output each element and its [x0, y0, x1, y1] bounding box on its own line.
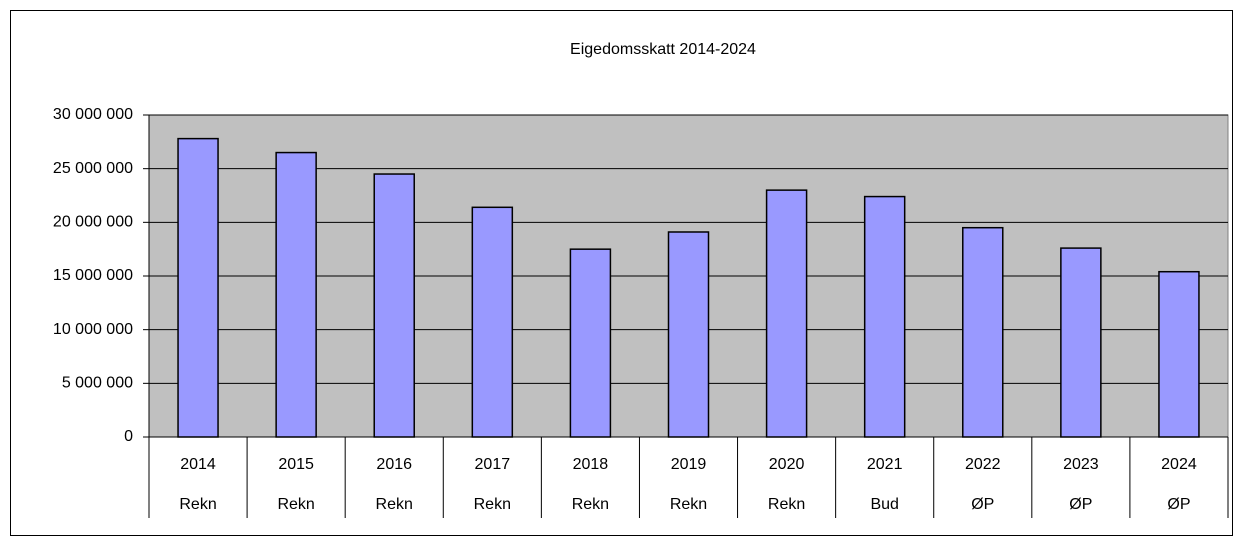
bar: [275, 151, 317, 438]
chart-title: Eigedomsskatt 2014-2024: [570, 41, 756, 58]
x-tick-label: 2019: [671, 456, 707, 473]
y-tick-label: 30 000 000: [53, 106, 133, 123]
x-tick-label: 2015: [278, 456, 314, 473]
x-tick-sublabel: Rekn: [768, 496, 805, 513]
y-tick-label: 5 000 000: [62, 375, 133, 392]
bar: [1158, 270, 1200, 438]
x-tick-sublabel: Rekn: [670, 496, 707, 513]
x-tick-label: 2017: [475, 456, 511, 473]
y-tick-label: 0: [124, 428, 133, 445]
bar: [962, 226, 1004, 438]
x-tick-sublabel: Rekn: [572, 496, 609, 513]
x-tick-sublabel: ØP: [1167, 496, 1190, 513]
x-tick-label: 2016: [376, 456, 412, 473]
x-tick-sublabel: Rekn: [474, 496, 511, 513]
y-tick-label: 25 000 000: [53, 160, 133, 177]
x-tick-sublabel: Rekn: [179, 496, 216, 513]
x-tick-sublabel: Bud: [870, 496, 898, 513]
bar: [1060, 247, 1102, 438]
x-tick-label: 2020: [769, 456, 805, 473]
y-tick-label: 20 000 000: [53, 214, 133, 231]
x-tick-sublabel: Rekn: [277, 496, 314, 513]
y-tick-label: 15 000 000: [53, 267, 133, 284]
x-tick-label: 2023: [1063, 456, 1099, 473]
bar: [667, 231, 710, 438]
bar: [373, 173, 415, 438]
x-tick-label: 2022: [965, 456, 1001, 473]
bar: [765, 189, 808, 438]
bar: [471, 206, 514, 438]
x-tick-label: 2014: [180, 456, 216, 473]
x-tick-label: 2018: [573, 456, 609, 473]
x-tick-label: 2024: [1161, 456, 1197, 473]
bar: [177, 137, 219, 438]
y-tick-label: 10 000 000: [53, 321, 133, 338]
bar: [863, 195, 906, 438]
x-tick-sublabel: ØP: [971, 496, 994, 513]
x-tick-sublabel: Rekn: [376, 496, 413, 513]
bar: [569, 248, 612, 438]
x-tick-sublabel: ØP: [1069, 496, 1092, 513]
x-tick-label: 2021: [867, 456, 903, 473]
